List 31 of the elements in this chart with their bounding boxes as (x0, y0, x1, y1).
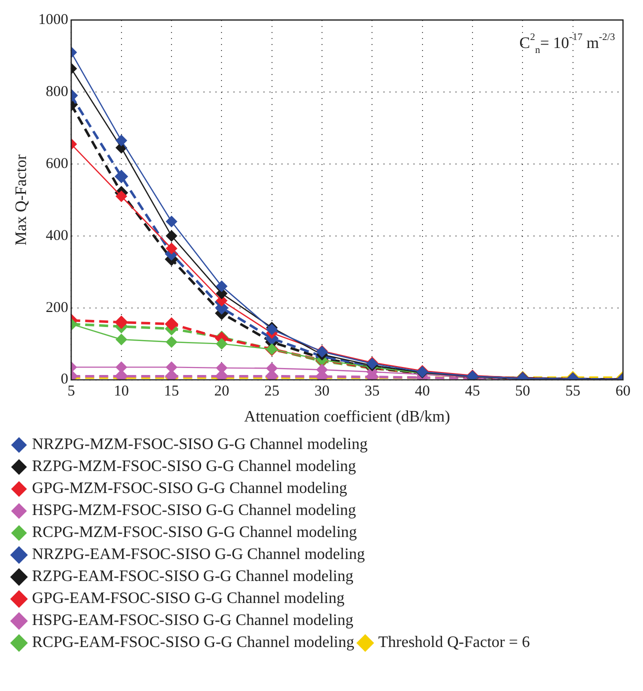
x-tick-label: 15 (164, 384, 180, 400)
legend-label: RCPG-MZM-FSOC-SISO G-G Channel modeling (32, 524, 357, 542)
x-tick-label: 60 (616, 384, 630, 400)
x-tick-label: 25 (264, 384, 280, 400)
x-tick-label: 20 (214, 384, 230, 400)
legend-label: GPG-EAM-FSOC-SISO G-G Channel modeling (32, 590, 344, 608)
x-tick-label: 5 (67, 384, 75, 400)
legend-label: RZPG-EAM-FSOC-SISO G-G Channel modeling (32, 568, 354, 586)
y-tick-label: 200 (46, 300, 68, 316)
y-tick-label: 0 (60, 372, 68, 388)
x-tick-label: 10 (114, 384, 129, 400)
x-tick-label: 40 (414, 384, 430, 400)
legend-label: RCPG-EAM-FSOC-SISO G-G Channel modeling (32, 634, 354, 652)
x-axis-title: Attenuation coefficient (dB/km) (244, 408, 450, 426)
x-tick-label: 45 (465, 384, 480, 400)
y-tick-label: 600 (46, 156, 68, 172)
y-tick-label: 800 (46, 84, 68, 100)
legend-label: HSPG-MZM-FSOC-SISO G-G Channel modeling (32, 502, 356, 520)
legend-label: RZPG-MZM-FSOC-SISO G-G Channel modeling (32, 458, 356, 476)
x-tick-label: 50 (515, 384, 530, 400)
x-tick-label: 55 (565, 384, 580, 400)
legend-label: Threshold Q-Factor = 6 (378, 634, 530, 652)
y-axis-title: Max Q-Factor (12, 154, 30, 246)
x-tick-label: 35 (364, 384, 380, 400)
legend-label: NRZPG-EAM-FSOC-SISO G-G Channel modeling (32, 546, 365, 564)
legend-label: HSPG-EAM-FSOC-SISO G-G Channel modeling (32, 612, 354, 630)
x-tick-label: 30 (314, 384, 330, 400)
legend-label: GPG-MZM-FSOC-SISO G-G Channel modeling (32, 480, 348, 498)
y-tick-label: 1000 (38, 12, 68, 28)
legend-label: NRZPG-MZM-FSOC-SISO G-G Channel modeling (32, 436, 368, 454)
y-tick-label: 400 (46, 228, 68, 244)
